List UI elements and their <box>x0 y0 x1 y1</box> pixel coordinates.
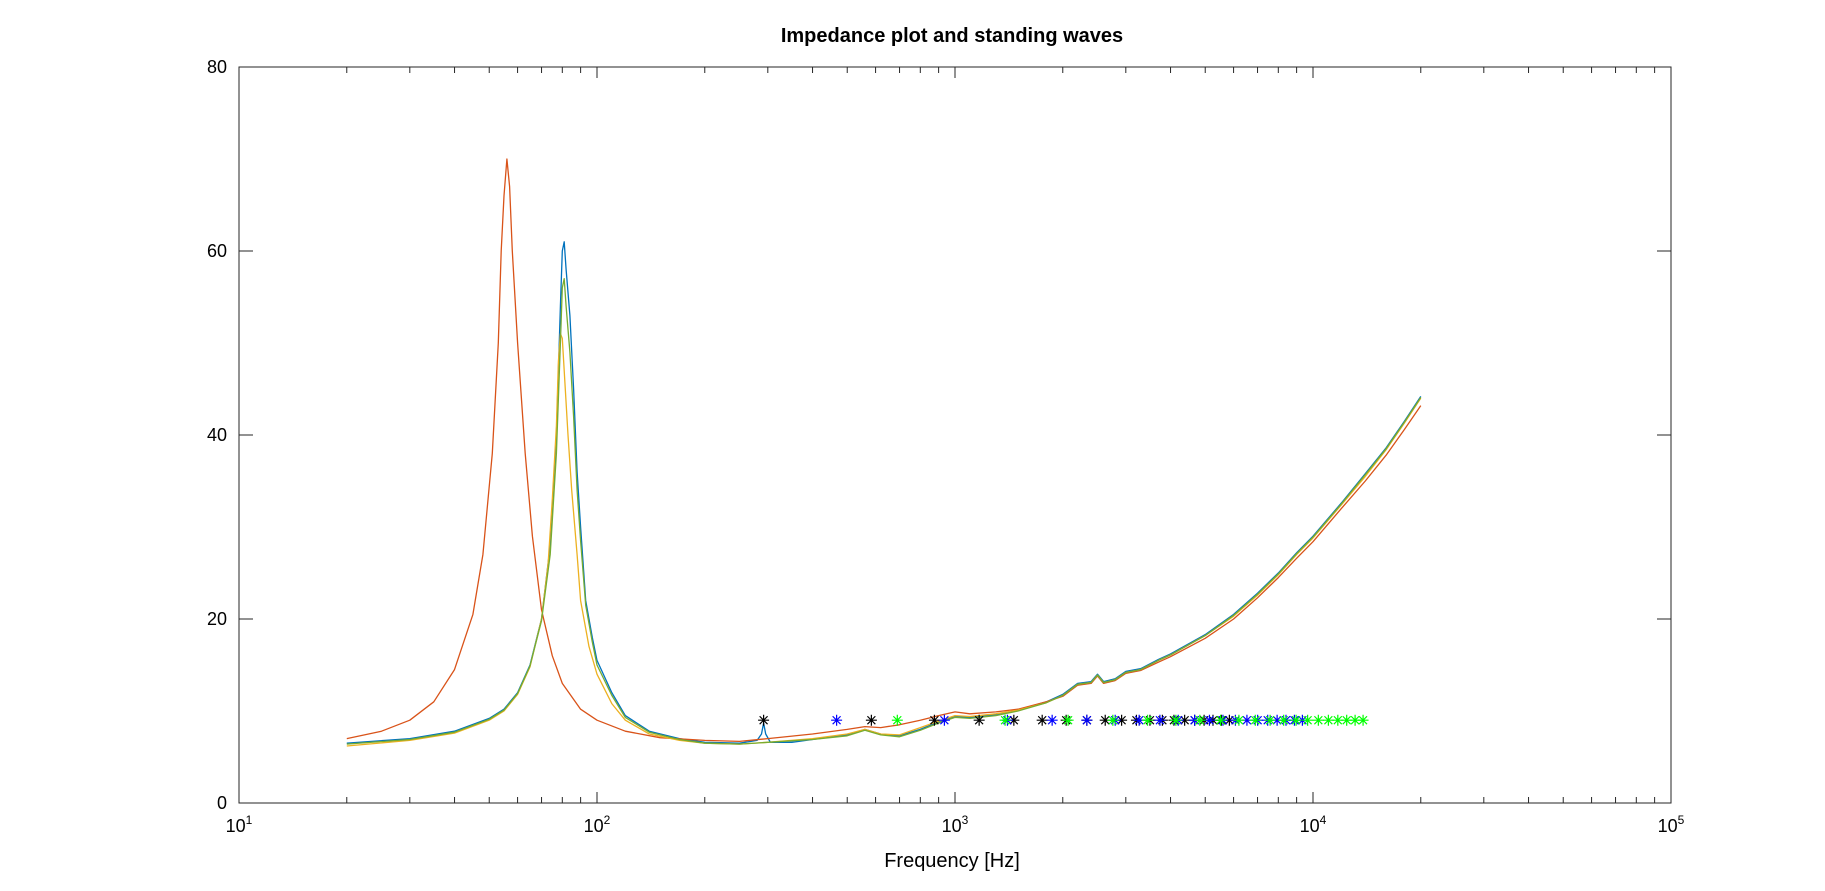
x-tick-label: 101 <box>226 813 253 836</box>
star-marker <box>1215 714 1227 726</box>
star-marker <box>1107 714 1119 726</box>
star-marker <box>758 714 770 726</box>
axes-box <box>238 66 1672 804</box>
star-marker <box>1223 714 1235 726</box>
star-marker <box>1264 714 1276 726</box>
star-marker <box>1154 714 1166 726</box>
x-tick-exponent: 2 <box>604 813 611 827</box>
y-tick-label: 0 <box>217 793 227 813</box>
star-marker <box>1341 714 1353 726</box>
star-marker <box>891 714 903 726</box>
y-axis-ticks: 0 20 40 60 80 <box>207 57 1671 813</box>
star-marker <box>1194 714 1206 726</box>
x-tick-base: 10 <box>942 816 962 836</box>
star-marker <box>1233 714 1245 726</box>
x-tick-exponent: 5 <box>1678 813 1685 827</box>
y-tick-label: 80 <box>207 57 227 77</box>
star-marker <box>1036 714 1048 726</box>
x-tick-label: 104 <box>1300 813 1327 836</box>
star-marker <box>1133 714 1145 726</box>
star-marker <box>973 714 985 726</box>
star-marker <box>1081 714 1093 726</box>
series-line-2 <box>346 158 1422 743</box>
chart-title: Impedance plot and standing waves <box>781 25 1123 47</box>
star-marker <box>1278 714 1290 726</box>
star-marker <box>1241 714 1253 726</box>
star-marker <box>938 714 950 726</box>
series-line-4 <box>346 277 1422 745</box>
x-tick-exponent: 3 <box>962 813 969 827</box>
series-line-1 <box>346 241 1422 744</box>
star-marker <box>1116 714 1128 726</box>
star-marker <box>1322 714 1334 726</box>
axes-frame <box>238 66 1672 804</box>
star-marker <box>1142 714 1154 726</box>
plot-area <box>346 158 1422 747</box>
star-marker <box>999 714 1011 726</box>
x-tick-base: 10 <box>226 816 246 836</box>
star-marker <box>1099 714 1111 726</box>
star-marker <box>865 714 877 726</box>
star-marker <box>1312 714 1324 726</box>
x-axis-ticks: 101 102 103 104 105 <box>226 67 1685 836</box>
x-tick-base: 10 <box>584 816 604 836</box>
y-tick-label: 60 <box>207 241 227 261</box>
x-tick-label: 102 <box>584 813 611 836</box>
x-tick-base: 10 <box>1658 816 1678 836</box>
x-axis-label: Frequency [Hz] <box>884 850 1020 872</box>
star-marker <box>1349 714 1361 726</box>
star-marker <box>1357 714 1369 726</box>
x-tick-exponent: 4 <box>1320 813 1327 827</box>
star-marker <box>831 714 843 726</box>
x-tick-label: 105 <box>1658 813 1685 836</box>
x-tick-base: 10 <box>1300 816 1320 836</box>
star-marker <box>1290 714 1302 726</box>
marker-group-3 <box>891 714 1369 726</box>
star-marker <box>1249 714 1261 726</box>
x-tick-label: 103 <box>942 813 969 836</box>
star-marker <box>1008 714 1020 726</box>
star-marker <box>1302 714 1314 726</box>
star-marker <box>1203 714 1215 726</box>
star-marker <box>1046 714 1058 726</box>
x-tick-exponent: 1 <box>246 813 253 827</box>
star-marker <box>1332 714 1344 726</box>
y-tick-label: 20 <box>207 609 227 629</box>
y-tick-label: 40 <box>207 425 227 445</box>
star-marker <box>1179 714 1191 726</box>
series-line-3 <box>346 333 1422 747</box>
star-marker <box>1170 714 1182 726</box>
star-marker <box>1062 714 1074 726</box>
star-marker <box>1271 714 1283 726</box>
star-marker <box>928 714 940 726</box>
